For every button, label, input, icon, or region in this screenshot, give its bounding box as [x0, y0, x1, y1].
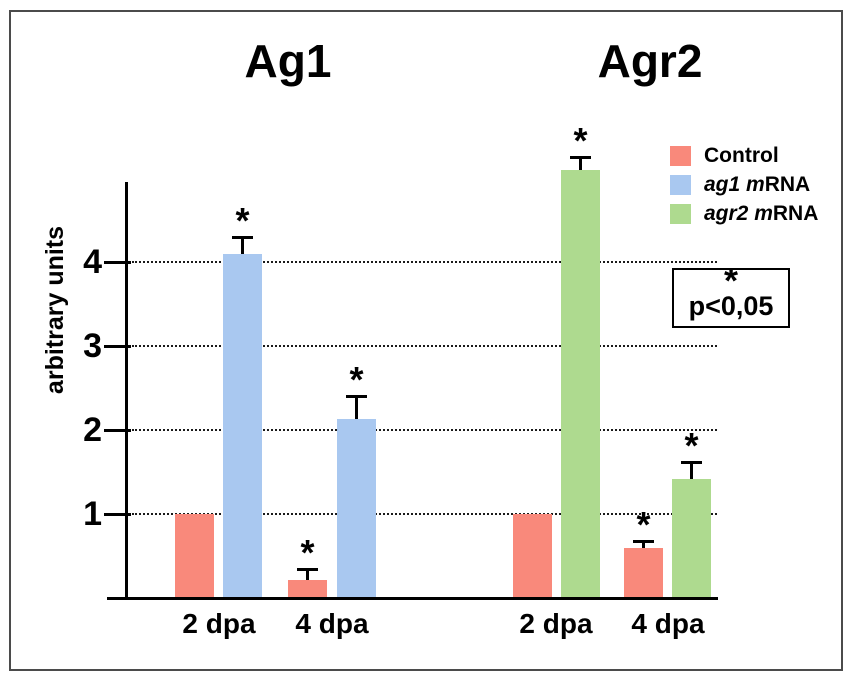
- error-bar: [241, 236, 244, 254]
- significance-star: *: [235, 199, 250, 241]
- significance-threshold: p<0,05: [688, 291, 774, 321]
- bar-ag1-mrna-4dpa: [337, 419, 376, 598]
- panel-title-agr2: Agr2: [597, 35, 703, 87]
- x-category-label: 4 dpa: [631, 608, 705, 639]
- y-axis-label: arbitrary units: [41, 225, 69, 395]
- bar-control-2dpa: [175, 514, 214, 598]
- bar-control-4dpa: [288, 579, 327, 598]
- gridline: [132, 345, 717, 347]
- y-tick: [104, 428, 131, 432]
- significance-box: * p<0,05: [672, 260, 790, 328]
- significance-star: *: [300, 531, 315, 573]
- y-tick-label: 1: [83, 495, 102, 533]
- bar-control-2dpa: [513, 514, 552, 598]
- y-tick: [104, 512, 131, 516]
- error-bar-cap: [633, 539, 654, 543]
- error-bar: [690, 461, 693, 479]
- error-bar-cap: [681, 460, 702, 464]
- error-bar: [642, 540, 645, 548]
- bar-agr2-mrna-2dpa: [561, 169, 600, 598]
- legend-item-ag1-mrna: ag1 mRNA: [670, 173, 818, 196]
- error-bar-cap: [346, 395, 367, 399]
- error-bar: [306, 568, 309, 580]
- x-category-label: 2 dpa: [519, 608, 593, 639]
- bar-ag1-mrna-2dpa: [223, 253, 262, 598]
- figure-border: [9, 10, 843, 671]
- y-axis-line: [125, 182, 128, 600]
- legend-swatch-ag1-mrna: [670, 175, 691, 195]
- legend-item-agr2-mrna: agr2 mRNA: [670, 202, 819, 225]
- error-bar-cap: [232, 235, 253, 239]
- y-tick-label: 3: [83, 327, 102, 365]
- legend-label-control: Control: [704, 144, 779, 167]
- bar-agr2-mrna-4dpa: [672, 478, 711, 598]
- significance-star: *: [636, 503, 651, 545]
- error-bar-cap: [570, 156, 591, 159]
- y-tick-label: 2: [83, 411, 102, 449]
- legend-label-agr2-mrna: agr2 mRNA: [704, 202, 819, 225]
- y-tick: [104, 344, 131, 348]
- gridline: [132, 429, 717, 431]
- x-axis-line: [107, 597, 718, 600]
- significance-star: *: [684, 424, 699, 466]
- legend-swatch-agr2-mrna: [670, 204, 691, 224]
- error-bar: [355, 396, 358, 420]
- significance-star: *: [573, 120, 588, 161]
- panel-title-ag1: Ag1: [244, 35, 332, 87]
- significance-asterisk: *: [723, 260, 738, 301]
- y-tick: [104, 260, 131, 264]
- error-bar-cap: [297, 567, 318, 571]
- gridline: [132, 261, 717, 263]
- x-category-label: 4 dpa: [295, 608, 369, 639]
- error-bar: [579, 157, 582, 170]
- legend-label-ag1-mrna: ag1 mRNA: [704, 173, 811, 196]
- y-tick-label: 4: [83, 243, 102, 281]
- bar-control-4dpa: [624, 547, 663, 598]
- gridline: [132, 513, 717, 515]
- legend-swatch-control: [670, 146, 691, 166]
- x-category-label: 2 dpa: [182, 608, 256, 639]
- legend: Control ag1 mRNA agr2 mRNA: [670, 144, 819, 233]
- legend-item-control: Control: [670, 144, 818, 167]
- significance-star: *: [349, 359, 364, 401]
